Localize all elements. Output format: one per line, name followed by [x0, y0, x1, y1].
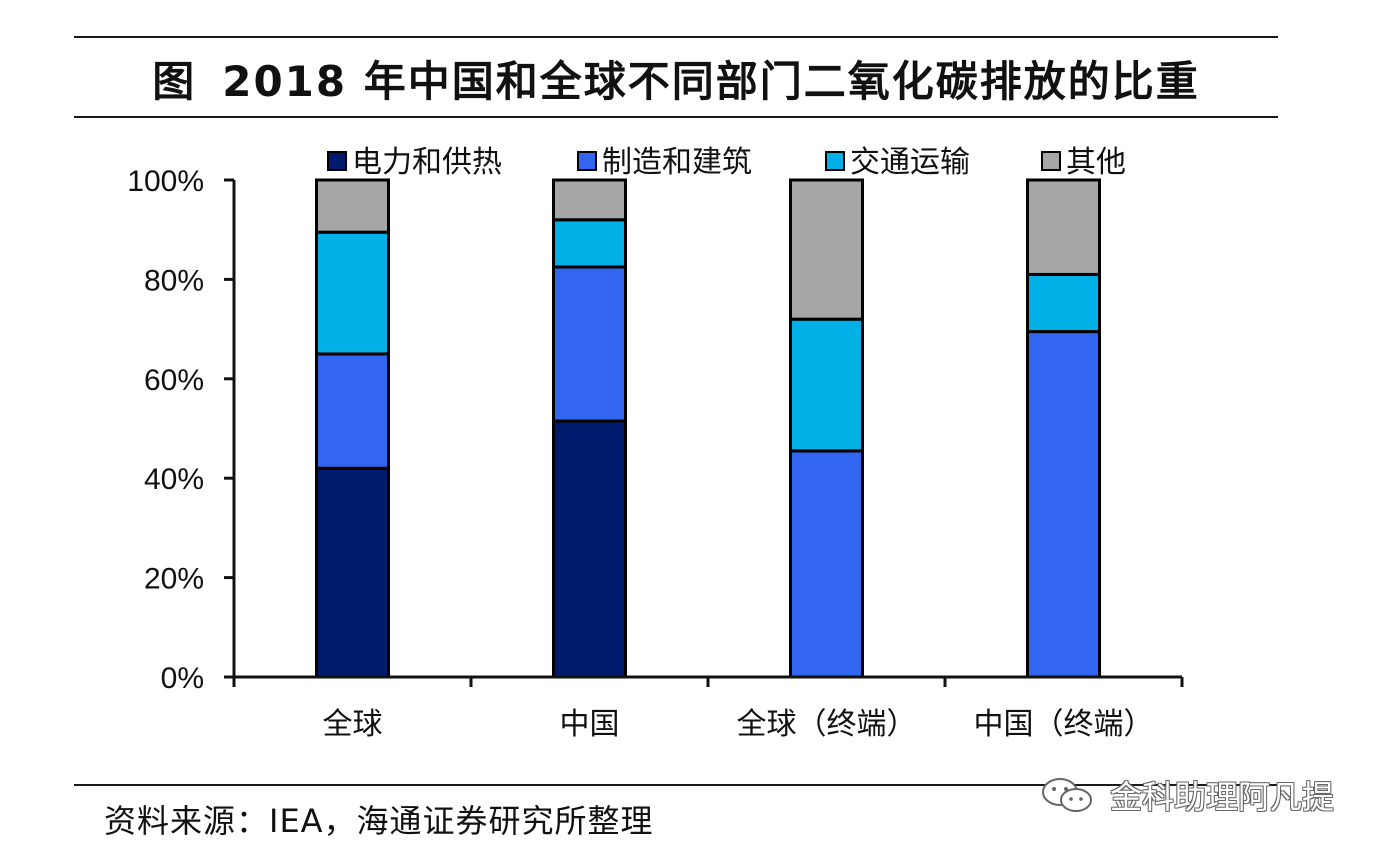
- y-tick-label: 100%: [127, 165, 204, 198]
- source-note: 资料来源：IEA，海通证券研究所整理: [104, 802, 654, 840]
- x-tick-label: 全球（终端）: [737, 707, 917, 742]
- legend-label: 制造和建筑: [602, 145, 752, 180]
- legend-swatch: [327, 151, 347, 171]
- bar-segment: [552, 419, 627, 679]
- bar-segment: [789, 317, 864, 453]
- bar-segment: [315, 178, 390, 234]
- chart-title: 2018 年中国和全球不同部门二氧化碳排放的比重: [222, 56, 1200, 106]
- bar-segment: [789, 178, 864, 321]
- figure-label: 图: [152, 56, 197, 106]
- bar-segment: [315, 230, 390, 356]
- bar-segment: [552, 218, 627, 269]
- stacked-bar-chart: 全球 中国 全球（终端） 中国（终端） 0% 20% 40% 60% 80% 100% 电力和供热 制…: [127, 145, 1184, 742]
- legend-label: 交通运输: [850, 145, 970, 180]
- y-tick-label: 40%: [144, 463, 204, 496]
- legend-label: 电力和供热: [352, 145, 502, 180]
- x-tick-label: 中国（终端）: [974, 707, 1154, 742]
- y-tick-label: 80%: [144, 264, 204, 297]
- legend-swatch: [1041, 151, 1061, 171]
- watermark-text: 金科助理阿凡提: [1110, 778, 1335, 816]
- top-rule: [74, 36, 1278, 38]
- y-tick-label: 60%: [144, 364, 204, 397]
- bar-segment: [1026, 330, 1101, 679]
- y-tick-label: 20%: [144, 563, 204, 596]
- bar-segment: [789, 449, 864, 679]
- x-tick-label: 全球: [323, 707, 383, 742]
- bar-segment: [552, 265, 627, 423]
- wechat-icon: [1042, 778, 1092, 812]
- title-underline: [74, 116, 1278, 118]
- bar-segment: [1026, 272, 1101, 334]
- legend-swatch: [577, 151, 597, 171]
- y-tick-label: 0%: [161, 662, 204, 695]
- watermark: 金科助理阿凡提: [1040, 772, 1334, 818]
- bar-segment: [1026, 178, 1101, 276]
- legend-swatch: [825, 151, 845, 171]
- bar-segment: [315, 466, 390, 679]
- legend-label: 其他: [1066, 145, 1126, 180]
- bar-segment: [315, 352, 390, 470]
- page-title: 图 2018 年中国和全球不同部门二氧化碳排放的比重: [74, 40, 1278, 116]
- bar-segment: [552, 178, 627, 222]
- x-tick-label: 中国: [560, 707, 620, 742]
- bottom-rule: [74, 784, 1278, 786]
